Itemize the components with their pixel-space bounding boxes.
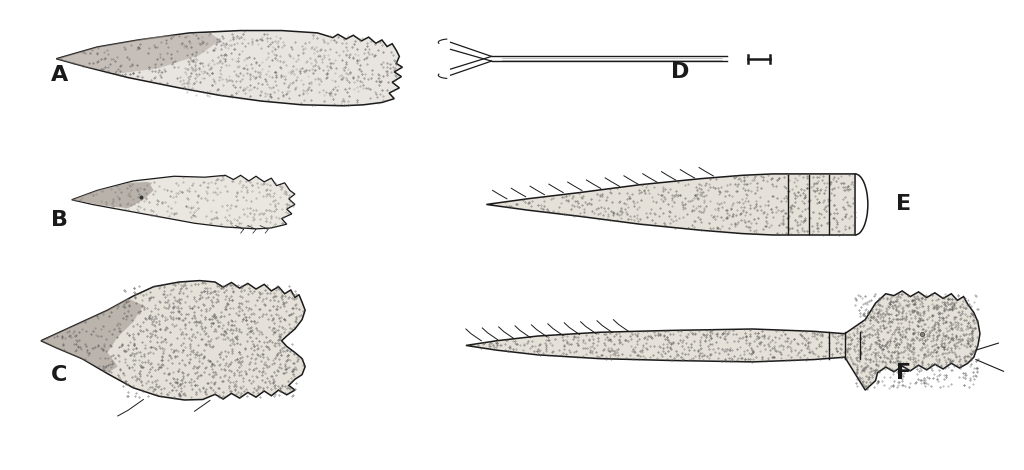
Polygon shape [72, 182, 154, 208]
Polygon shape [41, 281, 305, 400]
Polygon shape [486, 174, 855, 235]
Polygon shape [41, 298, 143, 373]
Polygon shape [466, 291, 980, 390]
Text: A: A [51, 64, 69, 85]
Text: F: F [896, 363, 911, 383]
Polygon shape [72, 175, 295, 229]
Text: D: D [671, 62, 689, 82]
Polygon shape [56, 31, 402, 106]
Polygon shape [56, 33, 220, 74]
Text: E: E [896, 194, 911, 214]
Text: B: B [51, 210, 69, 230]
Text: C: C [51, 365, 68, 385]
